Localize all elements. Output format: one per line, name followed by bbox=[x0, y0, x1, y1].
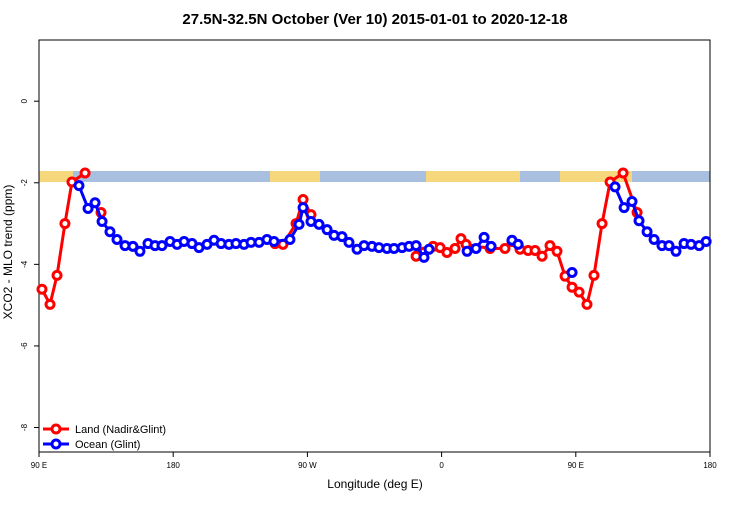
data-point bbox=[551, 245, 563, 257]
data-point bbox=[596, 218, 608, 230]
data-point bbox=[134, 245, 146, 257]
data-point bbox=[410, 240, 422, 252]
data-point bbox=[51, 269, 63, 281]
data-point bbox=[617, 167, 629, 179]
data-point bbox=[633, 215, 645, 227]
data-point bbox=[663, 240, 675, 252]
data-point bbox=[36, 283, 48, 295]
data-point bbox=[111, 233, 123, 245]
data-point bbox=[44, 298, 56, 310]
data-point bbox=[79, 167, 91, 179]
legend-label: Land (Nadir&Glint) bbox=[75, 424, 166, 436]
x-tick-label: 180 bbox=[167, 461, 181, 470]
data-point bbox=[59, 218, 71, 230]
data-point bbox=[156, 240, 168, 252]
land-mask-strip bbox=[39, 171, 710, 182]
y-tick-label: 0 bbox=[20, 98, 29, 103]
x-axis-label: Longitude (deg E) bbox=[327, 477, 422, 491]
data-point bbox=[700, 236, 712, 248]
data-point bbox=[478, 231, 490, 243]
data-point bbox=[609, 181, 621, 193]
data-point bbox=[268, 236, 280, 248]
x-tick-label: 90 E bbox=[568, 461, 584, 470]
data-point bbox=[127, 240, 139, 252]
data-point bbox=[336, 231, 348, 243]
data-point bbox=[434, 242, 446, 254]
x-tick-label: 0 bbox=[439, 461, 444, 470]
x-tick-label: 90 E bbox=[31, 461, 47, 470]
data-point bbox=[89, 197, 101, 209]
data-point bbox=[529, 244, 541, 256]
data-point bbox=[626, 196, 638, 208]
legend-marker bbox=[50, 423, 62, 435]
data-point bbox=[297, 202, 309, 214]
data-point bbox=[461, 245, 473, 257]
data-point bbox=[73, 180, 85, 192]
chart-title: 27.5N-32.5N October (Ver 10) 2015-01-01 … bbox=[182, 11, 567, 28]
plot-frame bbox=[38, 39, 711, 453]
y-tick-label: -4 bbox=[20, 260, 29, 268]
data-point bbox=[648, 233, 660, 245]
legend-label: Ocean (Glint) bbox=[75, 439, 140, 451]
data-point bbox=[96, 216, 108, 228]
data-point bbox=[536, 250, 548, 262]
y-tick-label: -6 bbox=[20, 342, 29, 350]
data-point bbox=[544, 240, 556, 252]
data-point bbox=[618, 202, 630, 214]
legend-marker bbox=[50, 438, 62, 450]
data-point bbox=[573, 286, 585, 298]
x-tick-label: 180 bbox=[703, 461, 717, 470]
data-point bbox=[293, 218, 305, 230]
data-point bbox=[641, 226, 653, 238]
data-point bbox=[485, 240, 497, 252]
data-point bbox=[566, 281, 578, 293]
data-point bbox=[321, 224, 333, 236]
data-point bbox=[470, 242, 482, 254]
data-point bbox=[284, 233, 296, 245]
data-point bbox=[449, 242, 461, 254]
data-point bbox=[441, 247, 453, 259]
data-point bbox=[588, 269, 600, 281]
data-point bbox=[499, 242, 511, 254]
data-point bbox=[418, 251, 430, 263]
data-point bbox=[423, 243, 435, 255]
data-point bbox=[670, 245, 682, 257]
y-axis-label: XCO2 - MLO trend (ppm) bbox=[1, 185, 15, 320]
data-point bbox=[566, 267, 578, 279]
y-tick-label: -8 bbox=[20, 423, 29, 431]
data-point bbox=[581, 298, 593, 310]
data-point bbox=[82, 202, 94, 214]
data-point bbox=[104, 226, 116, 238]
data-point bbox=[512, 238, 524, 250]
legend: Land (Nadir&Glint) Ocean (Glint) bbox=[43, 423, 166, 451]
data-point bbox=[313, 218, 325, 230]
y-tick-label: -2 bbox=[20, 179, 29, 187]
x-tick-label: 90 W bbox=[298, 461, 317, 470]
data-point bbox=[343, 236, 355, 248]
